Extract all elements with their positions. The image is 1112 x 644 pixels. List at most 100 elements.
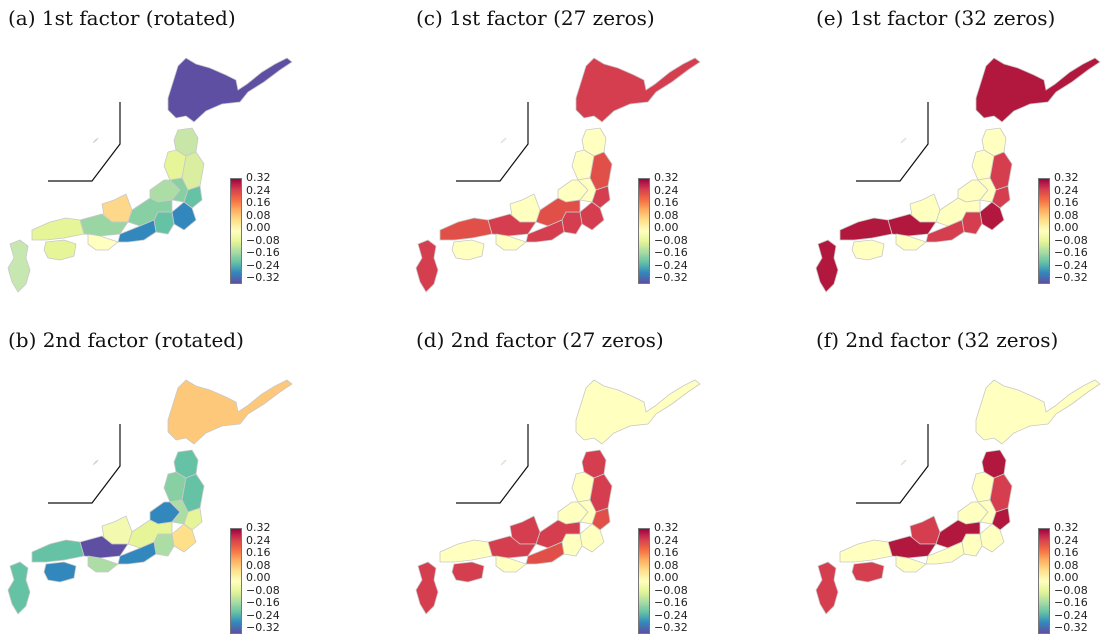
colorbar-tick: 0.00 xyxy=(654,571,679,584)
colorbar-tick: 0.24 xyxy=(1054,533,1079,547)
prefecture-region-kinki-s xyxy=(895,555,927,573)
colorbar-tick: 0.16 xyxy=(654,546,679,559)
prefecture-region-hokkaido xyxy=(167,379,293,445)
prefecture-region-chugoku xyxy=(31,539,85,563)
colorbar-tick: −0.24 xyxy=(246,258,280,272)
prefecture-region-kanto-s xyxy=(961,533,983,557)
colorbar-tick: 0.32 xyxy=(654,521,679,534)
prefecture-region-kinki-n xyxy=(887,213,937,237)
prefecture-region-fukushima xyxy=(591,507,611,531)
colorbar-tick: −0.32 xyxy=(654,271,688,284)
japan-map xyxy=(815,57,1101,293)
prefecture-region-chugoku xyxy=(439,217,493,241)
colorbar-tick: −0.16 xyxy=(1054,246,1088,259)
colorbar-tick: 0.00 xyxy=(246,571,271,584)
colorbar-ticks: 0.32 0.24 0.16 0.08 0.00 −0.08 −0.16 −0.… xyxy=(654,171,688,285)
okinawa-inset-border xyxy=(456,102,529,182)
colorbar-tick: 0.32 xyxy=(1054,521,1079,534)
panel-title: (e) 1st factor (32 zeros) xyxy=(816,6,1056,30)
colorbar-tick: 0.32 xyxy=(246,521,271,534)
colorbar-tick: 0.32 xyxy=(246,171,271,184)
prefecture-region-kanto-s xyxy=(561,533,583,557)
prefecture-region-tokai xyxy=(525,541,565,565)
colorbar-ticks: 0.32 0.24 0.16 0.08 0.00 −0.08 −0.16 −0.… xyxy=(246,521,280,635)
japan-map xyxy=(7,379,293,615)
okinawa-inset-border xyxy=(456,424,529,504)
prefecture-region-chubu xyxy=(127,519,173,549)
panel-title: (f) 2nd factor (32 zeros) xyxy=(816,328,1059,352)
colorbar-tick: −0.24 xyxy=(654,258,688,272)
colorbar-tick: 0.08 xyxy=(246,208,271,222)
prefecture-region-fukushima xyxy=(591,185,611,209)
colorbar-tick: −0.24 xyxy=(1054,608,1088,622)
colorbar-gradient xyxy=(638,178,650,284)
prefecture-region-kinki-s xyxy=(495,555,527,573)
prefecture-region-tokai xyxy=(925,219,965,243)
japan-map xyxy=(415,57,701,293)
colorbar-gradient xyxy=(638,528,650,634)
colorbar-tick: 0.24 xyxy=(654,533,679,547)
colorbar-tick: −0.16 xyxy=(654,596,688,609)
prefecture-region-kinki-n xyxy=(887,535,937,559)
prefecture-region-kinki-n xyxy=(487,535,537,559)
japan-map xyxy=(815,379,1101,615)
prefecture-region-kyushu xyxy=(7,239,31,293)
map-panel-d: (d) 2nd factor (27 zeros) 0.32 0.24 0.16… xyxy=(408,322,738,634)
colorbar-ticks: 0.32 0.24 0.16 0.08 0.00 −0.08 −0.16 −0.… xyxy=(246,171,280,285)
colorbar-gradient xyxy=(230,178,242,284)
prefecture-region-tokai xyxy=(925,541,965,565)
colorbar-tick: 0.08 xyxy=(654,558,679,572)
colorbar-gradient xyxy=(1038,178,1050,284)
prefecture-region-kanto-s xyxy=(961,211,983,235)
colorbar-tick: −0.24 xyxy=(654,608,688,622)
map-panel-c: (c) 1st factor (27 zeros) 0.32 0.24 0.16… xyxy=(408,0,738,300)
prefecture-region-tokai xyxy=(525,219,565,243)
prefecture-region-kyushu xyxy=(415,561,439,615)
prefecture-region-shikoku xyxy=(43,561,77,583)
okinawa-island xyxy=(500,459,507,466)
prefecture-region-kanto-s xyxy=(153,211,175,235)
colorbar-ticks: 0.32 0.24 0.16 0.08 0.00 −0.08 −0.16 −0.… xyxy=(1054,521,1088,635)
map-panel-b: (b) 2nd factor (rotated) 0.32 0.24 0.16 … xyxy=(0,322,330,634)
map-panel-e: (e) 1st factor (32 zeros) 0.32 0.24 0.16… xyxy=(808,0,1112,300)
colorbar-tick: −0.08 xyxy=(246,583,280,597)
prefecture-region-kinki-s xyxy=(495,233,527,251)
prefecture-region-shikoku xyxy=(851,561,885,583)
prefecture-region-fukushima xyxy=(991,507,1011,531)
prefecture-region-hokkaido xyxy=(575,57,701,123)
prefecture-region-chubu xyxy=(935,519,981,549)
colorbar-tick: 0.16 xyxy=(654,196,679,209)
panel-title: (c) 1st factor (27 zeros) xyxy=(416,6,655,30)
colorbar-tick: 0.08 xyxy=(1054,558,1079,572)
colorbar-tick: 0.16 xyxy=(1054,546,1079,559)
japan-prefectures xyxy=(7,379,293,615)
colorbar-tick: −0.08 xyxy=(246,233,280,247)
colorbar-tick: 0.16 xyxy=(1054,196,1079,209)
japan-prefectures xyxy=(415,379,701,615)
panel-title: (b) 2nd factor (rotated) xyxy=(8,328,244,352)
colorbar-ticks: 0.32 0.24 0.16 0.08 0.00 −0.08 −0.16 −0.… xyxy=(654,521,688,635)
panel-title: (d) 2nd factor (27 zeros) xyxy=(416,328,664,352)
colorbar-tick: −0.16 xyxy=(1054,596,1088,609)
colorbar-tick: 0.16 xyxy=(246,196,271,209)
prefecture-region-fukushima xyxy=(183,507,203,531)
colorbar-tick: −0.32 xyxy=(1054,271,1088,284)
prefecture-region-chubu xyxy=(535,197,581,227)
prefecture-region-hokkaido xyxy=(975,379,1101,445)
okinawa-island xyxy=(500,137,507,144)
colorbar-tick: 0.24 xyxy=(246,183,271,197)
map-panel-a: (a) 1st factor (rotated) 0.32 0.24 0.16 … xyxy=(0,0,330,300)
colorbar-tick: 0.00 xyxy=(654,221,679,234)
okinawa-island xyxy=(900,137,907,144)
colorbar-tick: −0.08 xyxy=(1054,233,1088,247)
prefecture-region-kinki-n xyxy=(79,213,129,237)
colorbar-tick: −0.08 xyxy=(1054,583,1088,597)
prefecture-region-shikoku xyxy=(851,239,885,261)
colorbar-tick: −0.32 xyxy=(1054,621,1088,634)
map-panel-f: (f) 2nd factor (32 zeros) 0.32 0.24 0.16… xyxy=(808,322,1112,634)
prefecture-region-kinki-s xyxy=(895,233,927,251)
prefecture-region-shikoku xyxy=(451,239,485,261)
prefecture-region-tokai xyxy=(117,219,157,243)
prefecture-region-fukushima xyxy=(183,185,203,209)
prefecture-region-shikoku xyxy=(451,561,485,583)
